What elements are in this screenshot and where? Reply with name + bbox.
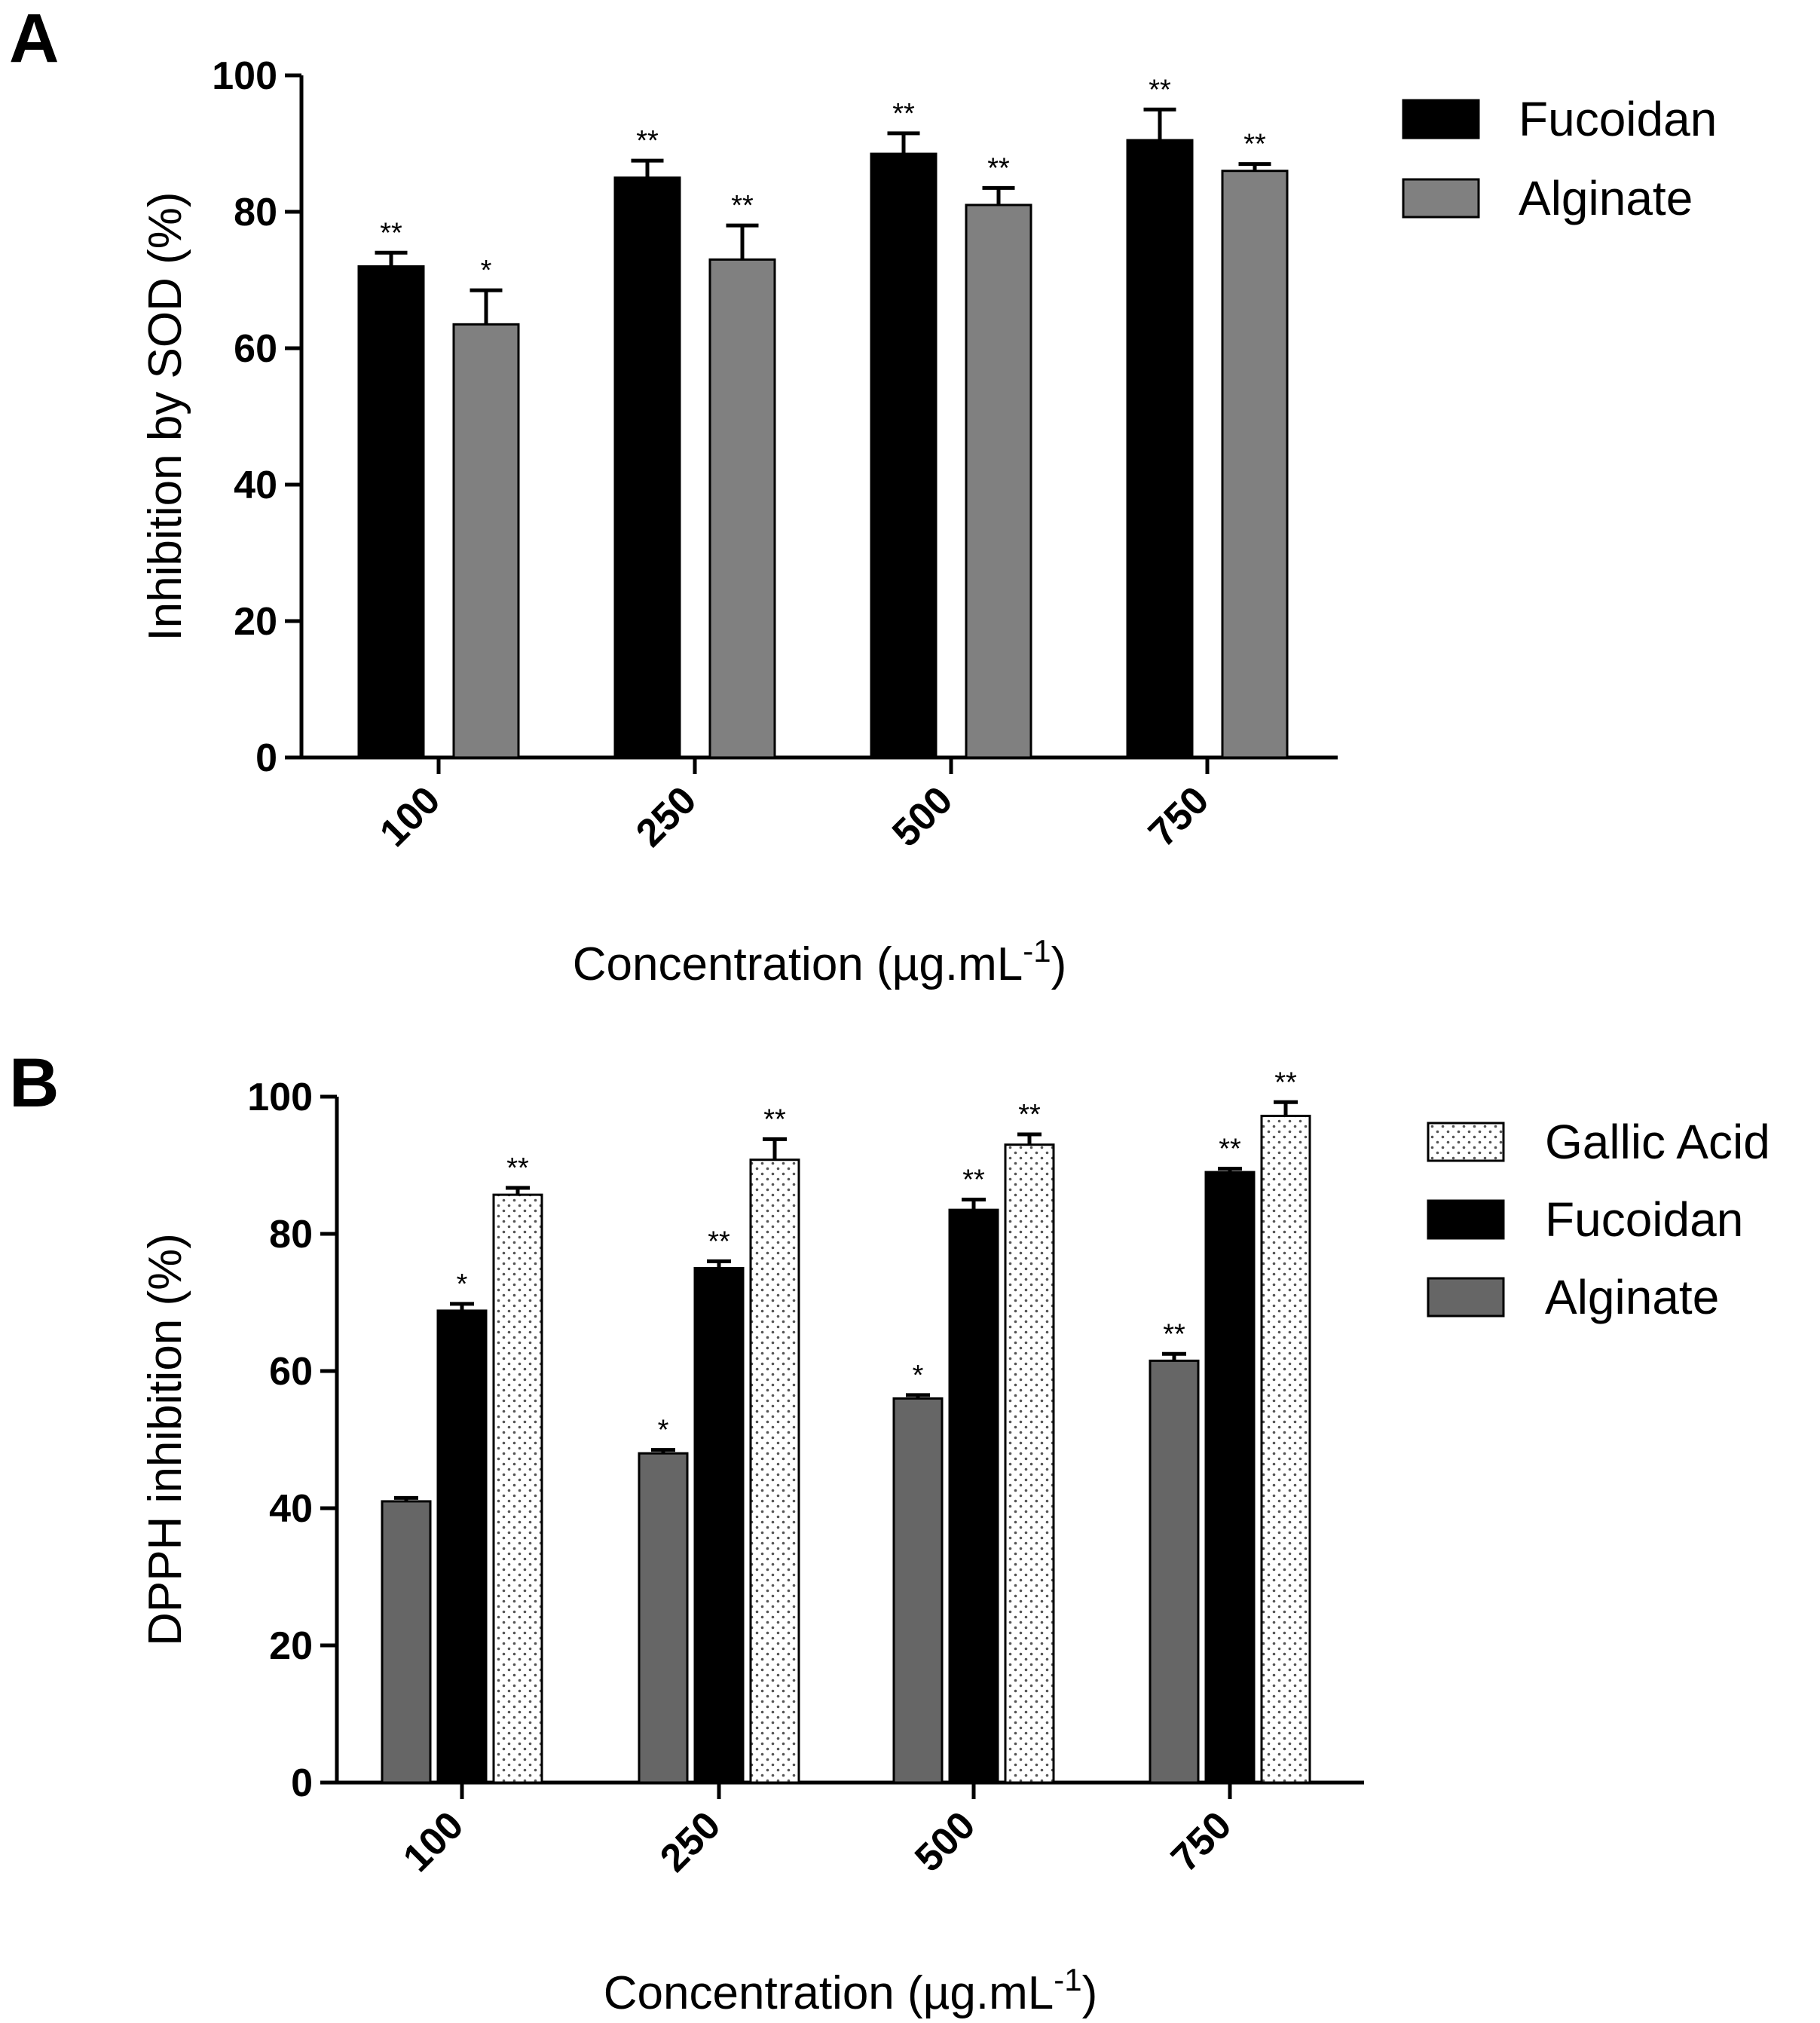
x-axis-label-main: Concentration (µg.mL — [573, 938, 1023, 990]
y-tick-label: 0 — [255, 736, 277, 780]
legend-label: Gallic Acid — [1545, 1115, 1770, 1169]
bar-fucoidan — [357, 265, 425, 759]
x-axis-label-superscript: -1 — [1023, 933, 1051, 969]
bar-alginate — [1221, 170, 1289, 759]
x-tick-label: 100 — [372, 778, 448, 855]
y-tick-label: 60 — [269, 1350, 313, 1394]
y-tick-label: 20 — [269, 1624, 313, 1668]
legend-swatch — [1427, 1277, 1505, 1318]
legend-swatch — [1402, 178, 1480, 219]
bar-gallic-acid — [1260, 1114, 1311, 1784]
y-tick-label: 100 — [247, 1076, 313, 1119]
bar-fucoidan — [1204, 1171, 1256, 1784]
y-axis-label: Inhibition by SOD (%) — [139, 191, 191, 641]
significance-label: ** — [506, 1152, 529, 1184]
bar-alginate — [1149, 1359, 1200, 1784]
y-tick-label: 40 — [234, 464, 277, 507]
significance-label: ** — [1149, 74, 1171, 106]
y-tick-label: 80 — [269, 1213, 313, 1256]
legend-swatch — [1427, 1199, 1505, 1240]
bar-fucoidan — [613, 176, 681, 759]
panel-a-chart: 0 20 40 60 80 100 Inhibition by SOD (%) 100 250 5… — [139, 54, 1717, 990]
significance-label: ** — [1018, 1099, 1041, 1131]
significance-label: * — [457, 1269, 468, 1300]
significance-label: ** — [1274, 1067, 1297, 1098]
bar-alginate — [638, 1452, 689, 1784]
bar-alginate — [965, 204, 1032, 759]
significance-label: ** — [892, 98, 915, 130]
x-axis-label-close: ) — [1082, 1967, 1098, 2019]
y-tick-label: 0 — [291, 1761, 313, 1805]
panel-b-letter: B — [9, 1045, 59, 1122]
significance-label: * — [481, 255, 492, 286]
x-axis-label: Concentration (µg.mL-1) — [573, 933, 1066, 990]
bar-fucoidan — [870, 152, 938, 759]
x-tick-label: 500 — [907, 1803, 983, 1880]
x-tick-label: 100 — [395, 1803, 472, 1880]
bar-fucoidan — [1126, 139, 1194, 759]
panel-a-letter: A — [9, 0, 59, 77]
x-tick-label: 250 — [628, 778, 705, 855]
significance-label: ** — [380, 217, 402, 249]
x-axis-label-main: Concentration (µg.mL — [604, 1967, 1054, 2019]
y-tick-label: 100 — [212, 54, 277, 98]
significance-label: ** — [987, 152, 1010, 184]
bar-gallic-acid — [492, 1193, 543, 1784]
panel-b-chart: 0 20 40 60 80 100 DPPH inhibition (%) 100 250 500… — [139, 1067, 1770, 2019]
legend-label: Alginate — [1545, 1270, 1719, 1324]
panel-b: B 0 20 40 60 80 100 DPPH inhibition (%) 100 250 5… — [9, 1045, 1770, 2019]
significance-label: ** — [1219, 1134, 1241, 1165]
significance-label: ** — [708, 1226, 730, 1257]
bar-gallic-acid — [1004, 1143, 1055, 1784]
bar-alginate — [452, 323, 520, 759]
x-axis-label-superscript: -1 — [1054, 1962, 1081, 1997]
legend-label: Fucoidan — [1519, 92, 1717, 146]
y-tick-label: 40 — [269, 1487, 313, 1531]
significance-label: ** — [1243, 129, 1266, 161]
significance-label: ** — [731, 190, 754, 222]
significance-label: ** — [962, 1165, 985, 1196]
legend-swatch — [1402, 99, 1480, 139]
y-tick-label: 60 — [234, 327, 277, 371]
legend-swatch — [1427, 1122, 1505, 1162]
bar-alginate — [892, 1397, 944, 1784]
significance-label: * — [658, 1415, 669, 1446]
y-axis-label: DPPH inhibition (%) — [139, 1233, 191, 1646]
significance-label: * — [913, 1360, 924, 1391]
y-tick-label: 80 — [234, 191, 277, 234]
x-tick-label: 500 — [884, 778, 961, 855]
y-tick-label: 20 — [234, 600, 277, 644]
bar-gallic-acid — [749, 1158, 800, 1784]
legend-label: Alginate — [1519, 171, 1693, 225]
bar-fucoidan — [436, 1309, 488, 1784]
significance-label: ** — [763, 1103, 786, 1135]
bar-fucoidan — [948, 1208, 999, 1784]
panel-a: A 0 20 40 60 80 100 Inhibition by SOD (%) 100 25… — [9, 0, 1717, 990]
legend-label: Fucoidan — [1545, 1192, 1743, 1247]
bar-alginate — [381, 1500, 432, 1784]
significance-label: ** — [636, 125, 659, 157]
x-tick-label: 750 — [1163, 1803, 1240, 1880]
x-axis-label: Concentration (µg.mL-1) — [604, 1962, 1097, 2019]
x-axis-label-close: ) — [1051, 938, 1067, 990]
bar-fucoidan — [693, 1267, 745, 1784]
x-tick-label: 250 — [652, 1803, 729, 1880]
x-tick-label: 750 — [1140, 778, 1217, 855]
significance-label: ** — [1163, 1318, 1185, 1350]
bar-alginate — [708, 258, 776, 759]
